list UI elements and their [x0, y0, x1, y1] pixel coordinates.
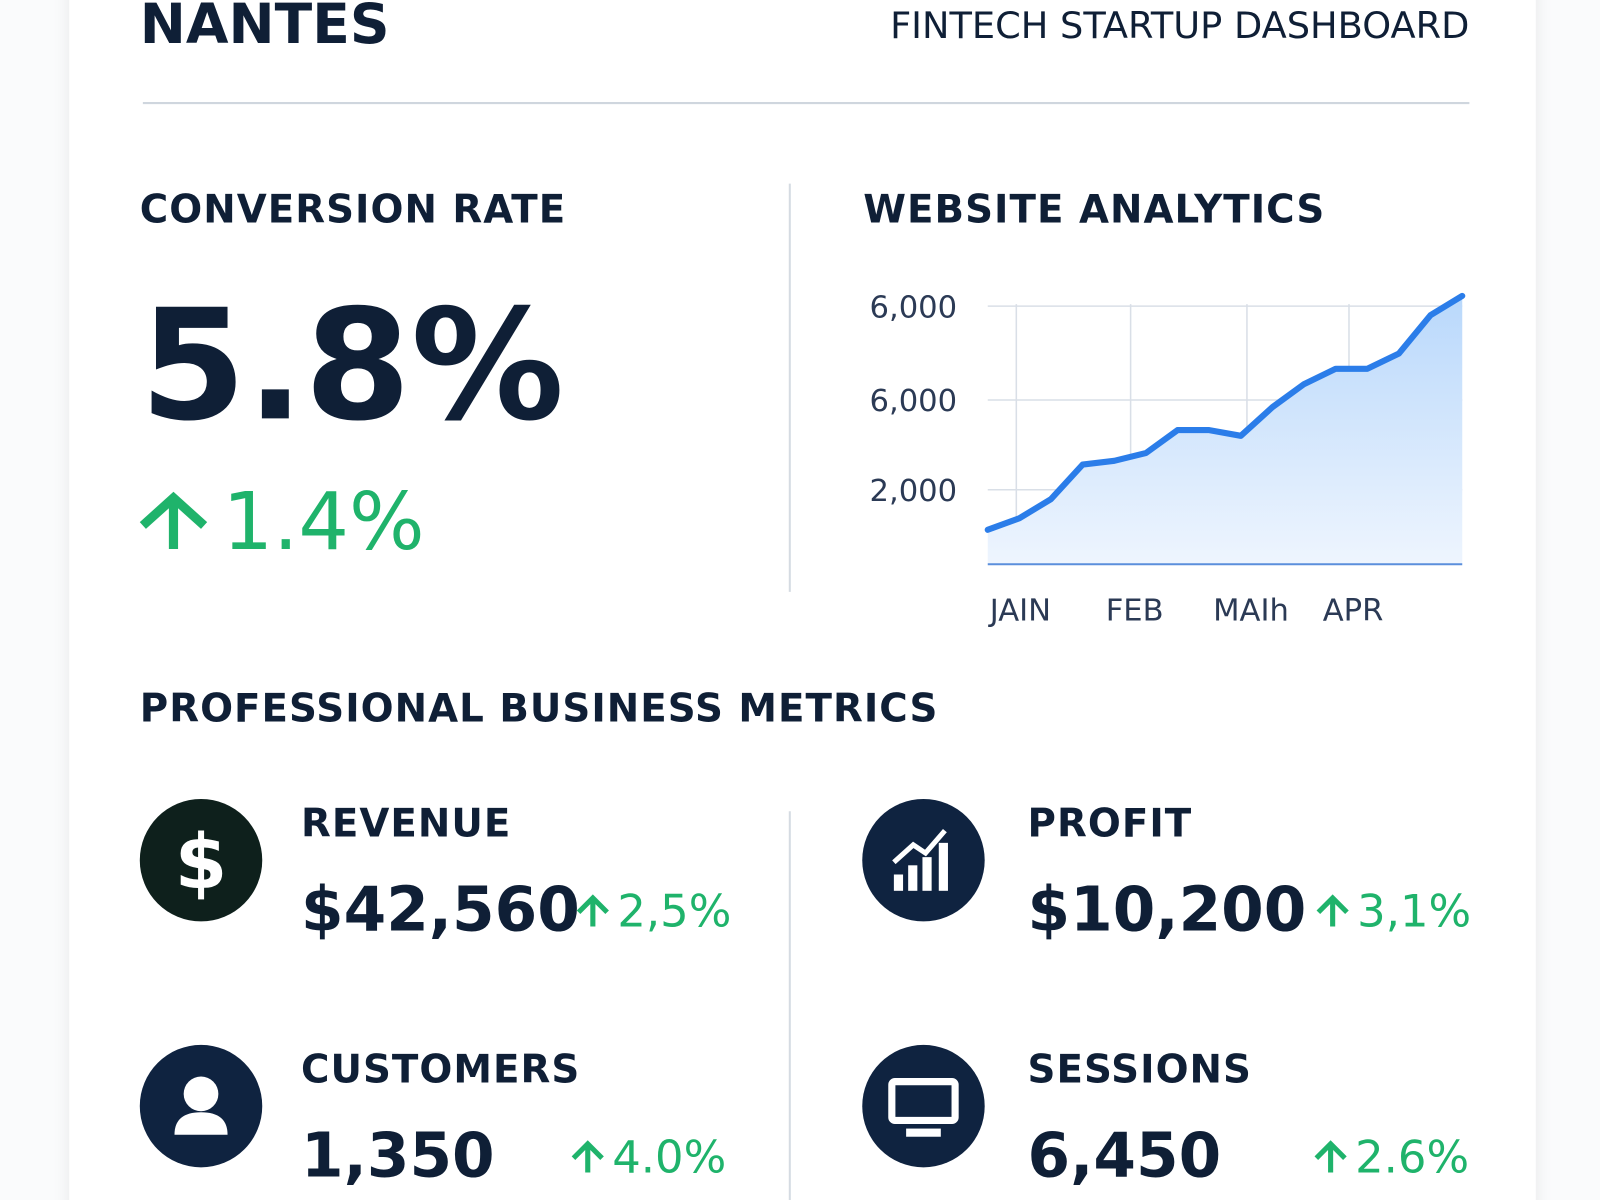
- dollar-icon: $: [175, 818, 228, 906]
- subtitle: FINTECH STARTUP DASHBOARD: [890, 4, 1469, 47]
- metric-change: 3,1%: [1357, 885, 1471, 938]
- y-tick-label: 6,000: [870, 384, 958, 419]
- up-arrow: [571, 1140, 604, 1173]
- area: [987, 295, 1463, 565]
- title: NANTES: [140, 0, 390, 56]
- up-arrow: [139, 491, 208, 549]
- x-tick-label: FEB: [1106, 593, 1164, 628]
- section-title: PROFESSIONAL BUSINESS METRICS: [140, 686, 939, 731]
- up-arrow: [1316, 894, 1349, 927]
- x-tick-label: MAIh: [1213, 593, 1289, 628]
- y-tick-label: 2,000: [870, 474, 958, 509]
- metric-change: 4.0%: [612, 1130, 726, 1183]
- metric-value: 1,350: [301, 1121, 495, 1192]
- line: [984, 292, 1466, 533]
- metric-label: CUSTOMERS: [301, 1048, 580, 1093]
- kpi-change: 1.4%: [222, 475, 424, 568]
- metric-label: PROFIT: [1028, 802, 1193, 847]
- kpi-value: 5.8%: [140, 277, 564, 455]
- user-icon: [174, 1076, 228, 1135]
- y-tick-label: 6,000: [870, 290, 958, 325]
- chart-icon: [892, 828, 948, 891]
- metric-label: REVENUE: [301, 802, 511, 847]
- up-arrow: [1314, 1140, 1347, 1173]
- icon-bg: [862, 1044, 985, 1168]
- metric-change: 2.6%: [1355, 1130, 1469, 1183]
- metric-value: 6,450: [1028, 1121, 1222, 1192]
- metric-change: 2,5%: [617, 885, 731, 938]
- x-tick-label: APR: [1323, 593, 1384, 628]
- section-title: CONVERSION RATE: [140, 187, 567, 232]
- metric-value: $42,560: [301, 875, 580, 946]
- metrics: REVENUE $42,560 2,5% PROFIT $10,200 3,1% CUSTO…: [301, 802, 1471, 1192]
- x-tick-label: JAIN: [988, 593, 1051, 628]
- up-arrow: [576, 894, 609, 927]
- card: [69, 0, 1536, 1200]
- monitor-icon: [888, 1078, 959, 1137]
- metric-value: $10,200: [1028, 875, 1307, 946]
- icon-bg: [139, 798, 263, 922]
- plot: 6,000 6,000 2,000 JAIN FEB MAIh APR: [870, 290, 1466, 628]
- metric-label: SESSIONS: [1028, 1048, 1252, 1093]
- chart-title: WEBSITE ANALYTICS: [863, 187, 1325, 232]
